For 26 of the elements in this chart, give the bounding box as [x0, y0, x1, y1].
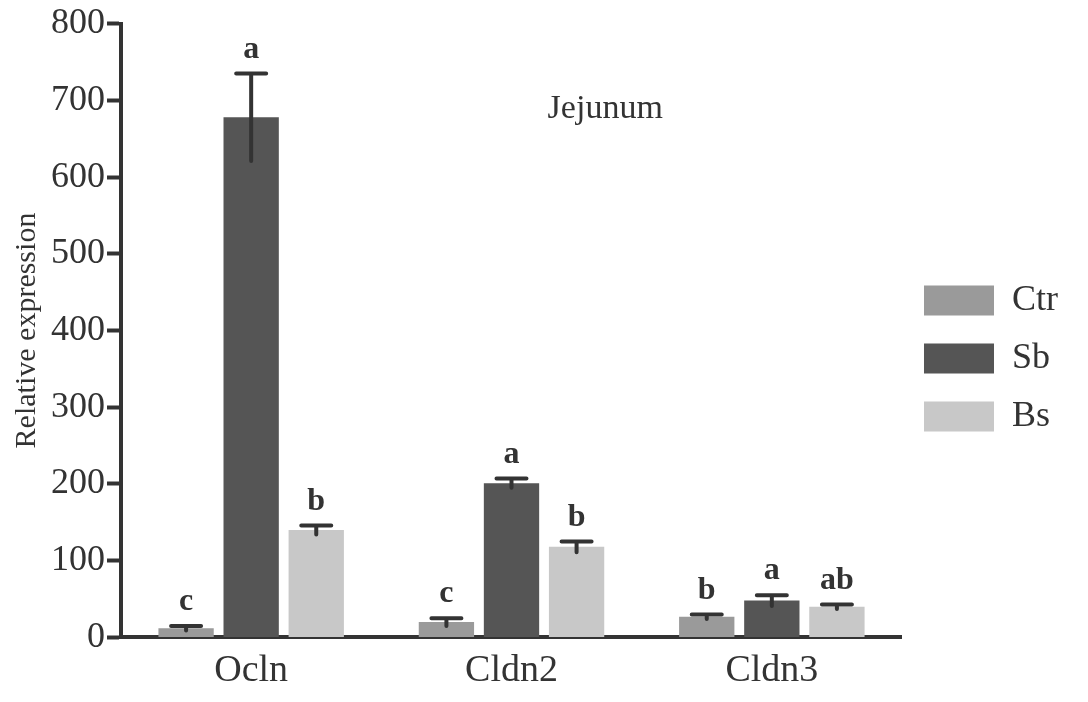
x-tick-label: Cldn2	[465, 647, 558, 690]
annotation: b	[307, 480, 326, 517]
y-tick-label: 300	[51, 384, 105, 425]
y-tick-label: 700	[51, 77, 105, 118]
annotation: ab	[820, 559, 854, 596]
y-axis-title: Relative expression	[7, 212, 41, 449]
annotation: c	[178, 581, 194, 618]
x-tick-label: Ocln	[214, 647, 289, 690]
y-tick-label: 800	[51, 1, 105, 42]
y-tick-label: 400	[51, 307, 105, 348]
y-tick-label: 500	[51, 231, 105, 272]
annotation: c	[439, 573, 454, 610]
legend-label: Bs	[1012, 393, 1051, 434]
annotation: a	[503, 433, 520, 470]
annotation: a	[763, 550, 780, 587]
y-tick-label: 100	[51, 538, 105, 579]
y-tick-label: 600	[51, 154, 105, 195]
annotation: b	[697, 569, 716, 606]
annotation: a	[243, 28, 260, 65]
annotation: b	[567, 496, 586, 533]
text: Jejunum	[547, 87, 663, 125]
y-tick-label: 0	[87, 614, 105, 655]
y-tick-label: 200	[51, 461, 105, 502]
legend-label: Ctr	[1012, 277, 1059, 318]
x-tick-label: Cldn3	[725, 647, 819, 690]
legend-label: Sb	[1012, 335, 1051, 376]
